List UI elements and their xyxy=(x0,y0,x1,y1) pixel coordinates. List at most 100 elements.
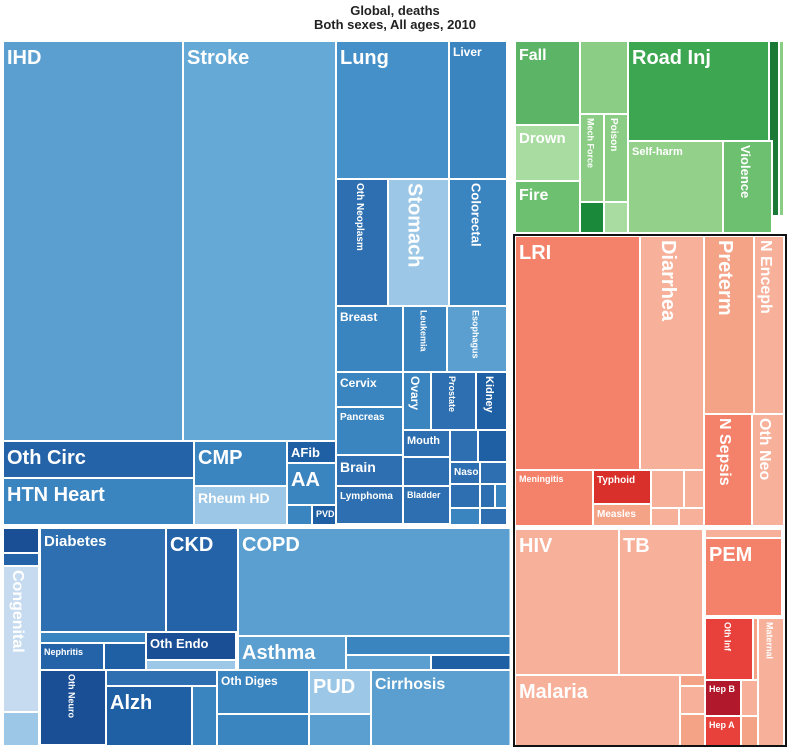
cell-kidney[interactable] xyxy=(475,371,508,431)
cell-alzh[interactable] xyxy=(105,685,193,747)
cell-drown[interactable] xyxy=(514,124,581,182)
cell-lung[interactable] xyxy=(335,40,450,180)
cell-prostate[interactable] xyxy=(430,371,477,431)
small-cause-tile[interactable] xyxy=(345,635,513,656)
small-cause-tile[interactable] xyxy=(679,713,706,747)
cell-hep-a[interactable] xyxy=(704,715,742,747)
cell-leukemia[interactable] xyxy=(402,305,448,373)
cell-oth-neoplasm[interactable] xyxy=(335,178,389,307)
cell-aa[interactable] xyxy=(286,462,337,506)
small-cause-tile[interactable] xyxy=(145,659,237,671)
cell-cirrhosis[interactable] xyxy=(370,669,513,747)
small-cause-tile[interactable] xyxy=(216,713,310,747)
small-cause-tile[interactable] xyxy=(679,674,706,687)
cell-n-sepsis[interactable] xyxy=(703,413,753,527)
small-cause-tile[interactable] xyxy=(430,654,513,671)
cell-hep-b[interactable] xyxy=(704,679,742,717)
cell-colorectal[interactable] xyxy=(448,178,508,307)
cell-cmp[interactable] xyxy=(193,440,288,487)
cell-htn-heart[interactable] xyxy=(2,477,195,526)
cell-asthma[interactable] xyxy=(237,635,347,671)
cell-afib[interactable] xyxy=(286,440,337,464)
cell-preterm[interactable] xyxy=(703,235,755,415)
cell-self-harm[interactable] xyxy=(627,140,724,234)
small-cause-tile[interactable] xyxy=(650,507,680,527)
small-cause-tile[interactable] xyxy=(286,504,313,526)
cell-ckd[interactable] xyxy=(165,527,239,633)
small-cause-tile[interactable] xyxy=(308,713,372,747)
cell-liver[interactable] xyxy=(448,40,508,180)
small-cause-tile[interactable] xyxy=(650,469,685,509)
cell-oth-neuro[interactable] xyxy=(39,669,107,746)
small-cause-tile[interactable] xyxy=(105,669,218,687)
small-cause-tile[interactable] xyxy=(479,507,508,526)
small-cause-tile[interactable] xyxy=(449,507,481,526)
small-cause-tile[interactable] xyxy=(477,429,508,463)
cell-oth-diges[interactable] xyxy=(216,669,310,715)
cell-ihd[interactable] xyxy=(2,40,184,442)
cell-road-inj[interactable] xyxy=(627,40,770,142)
cell-bladder[interactable] xyxy=(402,485,451,525)
cell-stroke[interactable] xyxy=(182,40,337,442)
small-cause-tile[interactable] xyxy=(449,429,479,463)
cell-malaria[interactable] xyxy=(514,674,681,747)
cell-ovary[interactable] xyxy=(402,371,432,431)
cell-mech-force[interactable] xyxy=(579,113,605,203)
small-cause-tile[interactable] xyxy=(479,483,496,509)
small-cause-tile[interactable] xyxy=(603,201,629,234)
small-cause-tile[interactable] xyxy=(2,711,40,747)
cell-brain[interactable] xyxy=(335,454,404,487)
cell-lri[interactable] xyxy=(514,235,641,471)
cell-rheum-hd[interactable] xyxy=(193,485,288,526)
cell-oth-circ[interactable] xyxy=(2,440,195,479)
small-cause-tile[interactable] xyxy=(479,461,508,485)
small-cause-tile[interactable] xyxy=(740,679,759,717)
small-cause-tile[interactable] xyxy=(2,527,40,554)
cell-poison[interactable] xyxy=(603,113,629,203)
cell-oth-neo[interactable] xyxy=(751,413,785,527)
cell-cervix[interactable] xyxy=(335,371,404,408)
cell-stomach[interactable] xyxy=(387,178,450,307)
cell-fall[interactable] xyxy=(514,40,581,126)
cell-pud[interactable] xyxy=(308,669,372,715)
cell-oth-endo[interactable] xyxy=(145,631,237,661)
small-cause-tile[interactable] xyxy=(2,552,40,567)
cell-breast[interactable] xyxy=(335,305,404,373)
cell-hiv[interactable] xyxy=(514,528,620,676)
small-cause-tile[interactable] xyxy=(740,715,759,747)
cell-lymphoma[interactable] xyxy=(335,485,404,525)
cell-fire[interactable] xyxy=(514,180,581,234)
cell-meningitis[interactable] xyxy=(514,469,594,527)
cell-diarrhea[interactable] xyxy=(639,235,705,471)
small-cause-tile[interactable] xyxy=(678,507,705,527)
cell-naso[interactable] xyxy=(449,461,481,485)
cell-mouth[interactable] xyxy=(402,429,451,458)
cell-diabetes[interactable] xyxy=(39,527,167,633)
cell-n-enceph[interactable] xyxy=(753,235,785,415)
cell-congenital[interactable] xyxy=(2,565,40,713)
small-cause-tile[interactable] xyxy=(778,40,785,217)
small-cause-tile[interactable] xyxy=(39,631,147,644)
cell-measles[interactable] xyxy=(592,503,652,527)
cell-violence[interactable] xyxy=(722,140,773,234)
small-cause-tile[interactable] xyxy=(402,456,451,487)
cell-typhoid[interactable] xyxy=(592,469,652,505)
small-cause-tile[interactable] xyxy=(494,483,508,509)
cell-tb[interactable] xyxy=(618,528,704,676)
cell-esophagus[interactable] xyxy=(446,305,508,373)
small-cause-tile[interactable] xyxy=(449,483,481,509)
small-cause-tile[interactable] xyxy=(103,642,147,671)
cell-oth-inf[interactable] xyxy=(704,617,754,681)
cell-copd[interactable] xyxy=(237,527,513,637)
small-cause-tile[interactable] xyxy=(345,654,432,671)
cell-maternal[interactable] xyxy=(757,617,785,747)
small-cause-tile[interactable] xyxy=(683,469,705,509)
small-cause-tile[interactable] xyxy=(191,685,218,747)
small-cause-tile[interactable] xyxy=(579,40,629,115)
cell-pem[interactable] xyxy=(704,537,783,617)
small-cause-tile[interactable] xyxy=(579,201,605,234)
cell-pancreas[interactable] xyxy=(335,406,404,456)
cell-pvd[interactable] xyxy=(311,504,337,526)
small-cause-tile[interactable] xyxy=(679,685,706,715)
small-cause-tile[interactable] xyxy=(704,528,783,539)
